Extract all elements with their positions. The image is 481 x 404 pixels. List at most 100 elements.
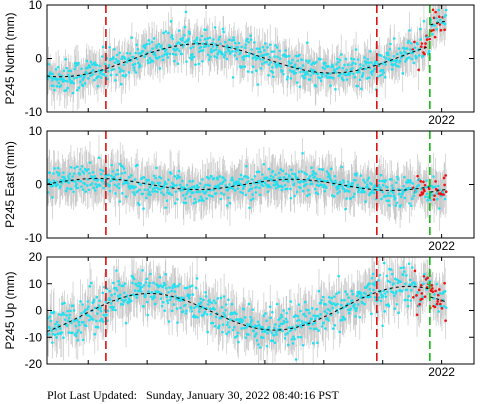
observation-point bbox=[93, 189, 97, 192]
observation-point bbox=[199, 45, 203, 49]
observation-point bbox=[316, 192, 320, 196]
observation-point bbox=[184, 312, 188, 315]
observation-point bbox=[425, 192, 429, 196]
observation-point bbox=[403, 298, 407, 302]
observation-point bbox=[185, 309, 188, 312]
observation-point bbox=[276, 55, 279, 59]
observation-point bbox=[250, 187, 253, 190]
observation-point bbox=[433, 185, 437, 189]
observation-point-recent bbox=[415, 294, 418, 297]
observation-point bbox=[66, 309, 70, 313]
observation-point bbox=[182, 43, 186, 47]
observation-point bbox=[183, 25, 187, 29]
observation-point bbox=[142, 284, 146, 287]
observation-point bbox=[355, 294, 359, 298]
observation-point bbox=[326, 308, 330, 311]
observation-point bbox=[299, 309, 302, 313]
observation-point bbox=[48, 171, 52, 174]
observation-point bbox=[405, 47, 409, 50]
observation-point bbox=[369, 295, 372, 298]
observation-point bbox=[261, 45, 265, 49]
observation-point bbox=[269, 174, 273, 178]
observation-point bbox=[172, 303, 176, 306]
observation-point bbox=[227, 298, 230, 302]
observation-point bbox=[311, 322, 314, 326]
observation-point bbox=[424, 185, 428, 189]
observation-point bbox=[121, 165, 125, 168]
observation-point bbox=[137, 281, 141, 285]
observation-point bbox=[267, 63, 271, 66]
observation-point bbox=[66, 73, 70, 77]
observation-point bbox=[405, 181, 409, 184]
observation-point-recent bbox=[443, 28, 446, 32]
observation-point bbox=[99, 168, 102, 172]
observation-point bbox=[317, 180, 320, 184]
observation-point bbox=[101, 320, 105, 323]
observation-point bbox=[350, 289, 354, 293]
observation-point bbox=[263, 181, 267, 185]
observation-point bbox=[273, 180, 276, 183]
observation-point bbox=[169, 20, 173, 23]
observation-point bbox=[196, 316, 199, 319]
observation-point bbox=[202, 199, 205, 203]
observation-point bbox=[283, 321, 286, 324]
observation-point bbox=[114, 192, 117, 195]
observation-point bbox=[201, 189, 205, 193]
observation-point bbox=[242, 326, 246, 330]
observation-point-recent bbox=[439, 302, 442, 306]
observation-point bbox=[186, 39, 190, 43]
observation-point bbox=[345, 68, 348, 72]
observation-point bbox=[204, 190, 208, 194]
observation-point bbox=[115, 178, 118, 182]
observation-point bbox=[335, 292, 338, 295]
observation-point bbox=[226, 321, 230, 324]
observation-point bbox=[421, 54, 425, 58]
observation-point bbox=[336, 192, 339, 195]
observation-point bbox=[180, 39, 184, 42]
observation-point bbox=[324, 327, 327, 330]
observation-point bbox=[416, 42, 419, 46]
observation-point bbox=[145, 277, 149, 281]
observation-point bbox=[255, 185, 258, 189]
observation-point bbox=[80, 312, 83, 315]
observation-point-recent bbox=[419, 180, 423, 183]
observation-point bbox=[57, 323, 61, 327]
observation-point bbox=[137, 289, 141, 293]
observation-point bbox=[282, 72, 285, 76]
observation-point bbox=[98, 299, 101, 303]
observation-point bbox=[49, 311, 53, 314]
observation-point bbox=[247, 333, 250, 336]
observation-point bbox=[347, 296, 350, 299]
observation-point bbox=[267, 74, 270, 77]
observation-point bbox=[302, 180, 305, 184]
observation-point bbox=[102, 186, 106, 190]
observation-point bbox=[377, 279, 380, 282]
plot-area bbox=[47, 257, 448, 364]
observation-point bbox=[133, 289, 137, 292]
observation-point bbox=[85, 313, 89, 317]
observation-point bbox=[399, 266, 403, 270]
observation-point bbox=[102, 72, 106, 76]
observation-point bbox=[95, 185, 99, 189]
observation-point bbox=[165, 182, 168, 186]
observation-point bbox=[205, 40, 208, 44]
observation-point bbox=[340, 165, 344, 169]
observation-point bbox=[346, 308, 350, 312]
observation-point bbox=[167, 178, 170, 182]
observation-point bbox=[319, 313, 322, 316]
observation-point bbox=[380, 73, 384, 76]
observation-point bbox=[78, 316, 82, 319]
observation-point bbox=[327, 319, 330, 322]
observation-point bbox=[68, 75, 71, 79]
observation-point bbox=[162, 184, 166, 188]
observation-point bbox=[97, 75, 100, 78]
observation-point bbox=[392, 55, 396, 58]
observation-point bbox=[316, 177, 319, 181]
observation-point bbox=[102, 313, 106, 317]
observation-point bbox=[373, 283, 376, 287]
observation-point bbox=[351, 182, 355, 185]
observation-point bbox=[62, 336, 65, 340]
observation-point bbox=[114, 79, 117, 82]
observation-point bbox=[115, 184, 119, 188]
